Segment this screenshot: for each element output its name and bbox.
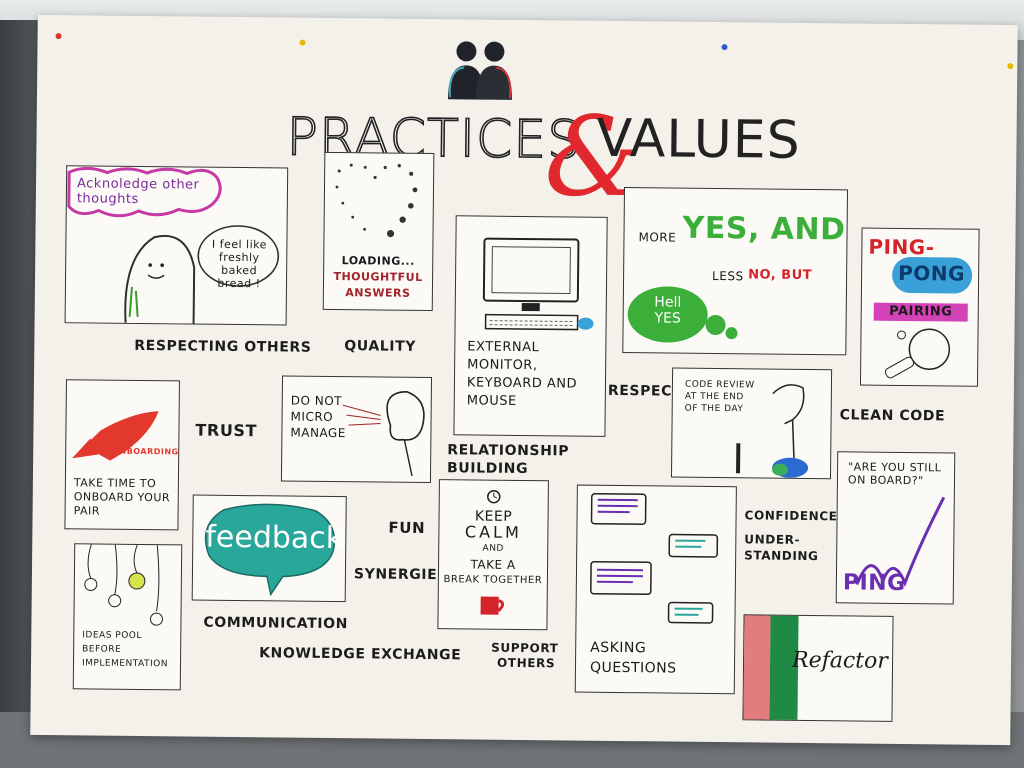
label-quality: QUALITY — [344, 338, 417, 355]
card-onboarding: ONBOARDING TAKE TIME TO ONBOARD YOUR PAI… — [64, 379, 180, 531]
rocket-icon — [72, 411, 159, 461]
card-keep-calm: KEEP CALM AND TAKE A BREAK TOGETHER — [437, 479, 549, 631]
still-on-board-question: "ARE YOU STILL ON BOARD?" — [847, 460, 942, 488]
pair-people-icon — [447, 41, 512, 100]
quality-line-3: ANSWERS — [345, 286, 411, 300]
card-asking-questions: ASKING QUESTIONS — [574, 484, 737, 695]
calm-text: CALM — [464, 522, 522, 542]
onboarding-text: TAKE TIME TO ONBOARD YOUR PAIR — [73, 476, 171, 518]
person-head-icon — [342, 390, 425, 476]
refactor-red-stripe — [743, 615, 771, 720]
rocket-label: ONBOARDING — [112, 446, 179, 457]
card-feedback: feedback — [191, 494, 347, 603]
quality-line-2: THOUGHTFUL — [333, 269, 423, 284]
label-understanding-1: UNDER- — [744, 532, 801, 547]
hell-yes-word: YES — [654, 310, 681, 327]
card-respecting-others: Acknoledge other thoughts I feel like fr… — [64, 165, 289, 326]
asking-questions-text: ASKING QUESTIONS — [589, 639, 677, 677]
hell-yes-bubble-icon — [627, 286, 738, 343]
take-text: TAKE A — [470, 557, 516, 572]
ping-label: PING — [842, 570, 906, 597]
poster: PRACTICES & VALUES Acknoledge other thou… — [30, 14, 1018, 746]
hell-text: Hell — [654, 294, 682, 311]
bouncing-ball-icon — [855, 496, 946, 588]
ideas-pool-text: IDEAS POOL BEFORE IMPLEMENTATION — [81, 630, 169, 670]
refactor-text: Refactor — [791, 647, 888, 674]
label-relationship-building: RELATIONSHIP BUILDING — [446, 442, 570, 478]
light-bulbs-icon — [84, 544, 163, 626]
monitor-keyboard-icon — [482, 237, 594, 331]
card-external-monitor: EXTERNAL MONITOR, KEYBOARD AND MOUSE — [453, 215, 608, 437]
break-text: BREAK TOGETHER — [443, 574, 543, 587]
card-code-review: CODE REVIEW AT THE END OF THE DAY — [670, 367, 833, 480]
label-communication: COMMUNICATION — [203, 614, 349, 633]
pushpin-icon — [55, 33, 62, 40]
pushpin-icon — [721, 44, 728, 51]
label-support-others-1: SUPPORT — [491, 640, 559, 656]
card-micro-manage: DO NOT MICRO MANAGE — [280, 375, 433, 484]
card-still-on-board: "ARE YOU STILL ON BOARD?" PING — [835, 451, 956, 605]
hell-yes-text: Hell YES — [640, 294, 696, 327]
label-confidence: CONFIDENCE — [744, 508, 838, 524]
yes-and-text: YES, AND — [682, 210, 846, 248]
loading-heart-icon — [335, 163, 418, 238]
card-quality: LOADING... THOUGHTFUL ANSWERS — [322, 151, 435, 312]
label-clean-code: CLEAN CODE — [839, 407, 946, 425]
feedback-text: feedback — [205, 519, 344, 557]
label-knowledge-exchange: KNOWLEDGE EXCHANGE — [259, 645, 462, 664]
pushpin-icon — [299, 39, 306, 46]
card-refactor: Refactor — [742, 614, 894, 722]
pushpin-icon — [1007, 63, 1014, 70]
blob-character-icon — [67, 166, 280, 324]
label-synergies: SYNERGIES — [353, 566, 449, 584]
keep-calm-text: KEEP CALM AND TAKE A BREAK TOGETHER — [439, 508, 548, 589]
card-ideas-pool: IDEAS POOL BEFORE IMPLEMENTATION — [72, 543, 183, 691]
ping-pong-paddle-icon — [884, 328, 951, 379]
more-text: MORE — [638, 230, 677, 245]
quality-line-1: LOADING... — [341, 254, 415, 268]
ping-text: PING- — [868, 234, 935, 260]
monitor-text: EXTERNAL MONITOR, KEYBOARD AND MOUSE — [466, 339, 578, 409]
label-support-others-2: OTHERS — [496, 655, 556, 671]
label-respecting-others: RESPECTING OTHERS — [134, 337, 312, 356]
quality-text: LOADING... THOUGHTFUL ANSWERS — [324, 253, 432, 302]
card-ping-pong-pairing: PING- PONG PAIRING — [859, 227, 980, 387]
coffee-cup-icon — [480, 596, 505, 615]
chat-bubbles-icon — [590, 492, 719, 624]
and-text: AND — [482, 543, 504, 554]
pairing-text: PAIRING — [873, 302, 968, 322]
pong-text: PONG — [898, 260, 966, 286]
developer-at-desk-icon — [736, 384, 809, 478]
alarm-clock-icon — [487, 489, 501, 504]
label-trust: TRUST — [195, 420, 258, 441]
title-values: VALUES — [596, 108, 801, 171]
cloud-text: Acknoledge other thoughts — [76, 176, 200, 207]
label-understanding-2: STANDING — [744, 548, 819, 564]
speech-bubble-icon — [204, 503, 336, 597]
label-fun: FUN — [388, 518, 426, 537]
speech-bubble-text: I feel like freshly baked bread ! — [211, 237, 268, 291]
card-yes-and: MORE YES, AND LESS NO, BUT Hell YES — [622, 187, 849, 356]
